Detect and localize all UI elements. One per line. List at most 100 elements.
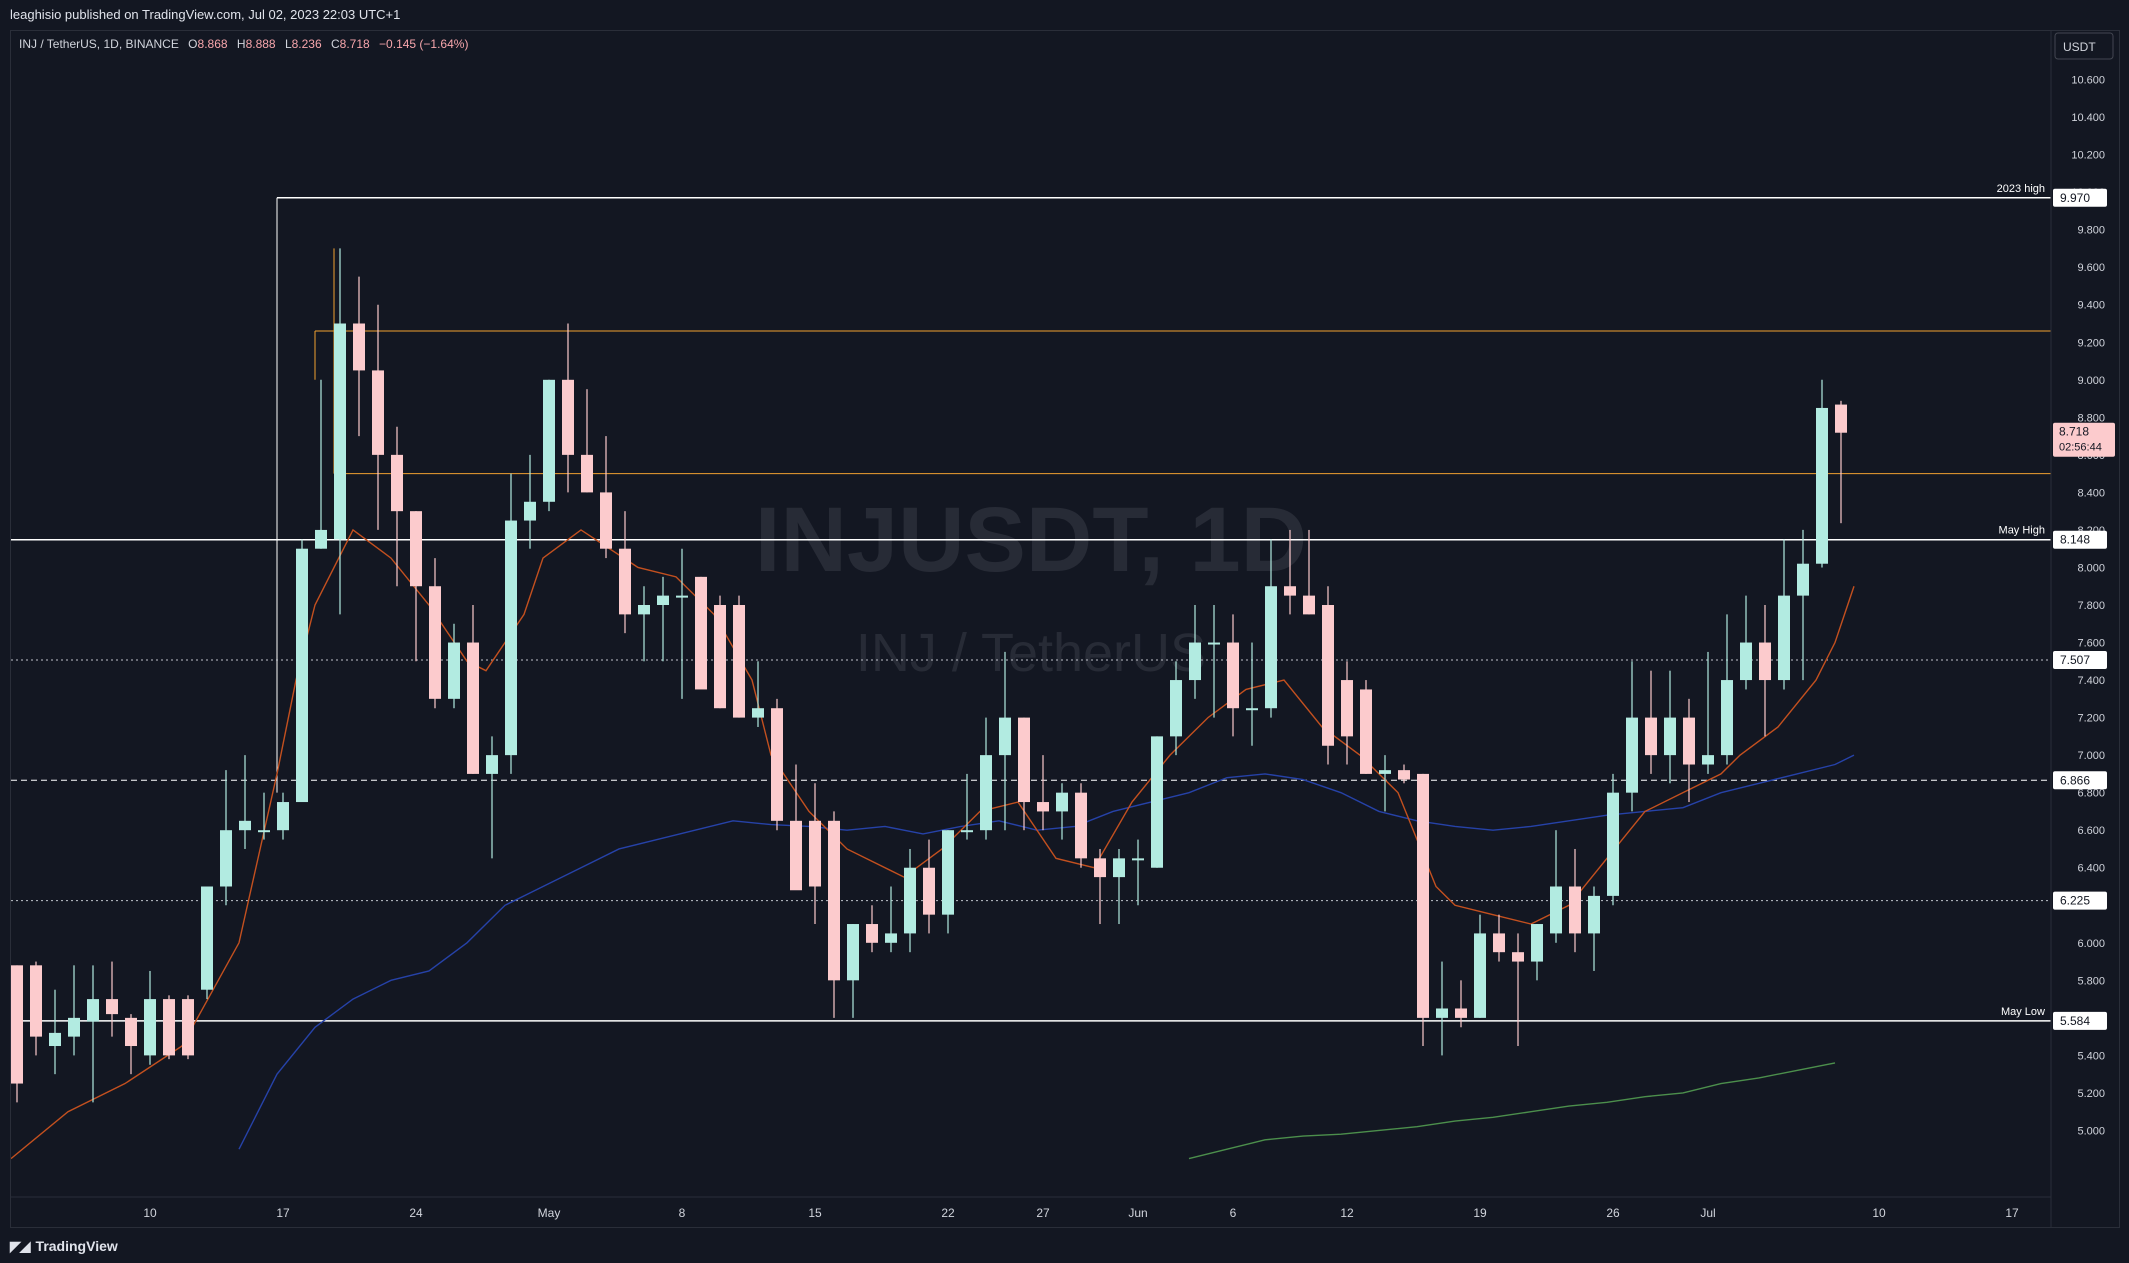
time-tick-label: 8 — [679, 1206, 686, 1220]
candle-body — [315, 529, 327, 549]
level-label: 2023 high — [1997, 183, 2045, 195]
candle — [1588, 886, 1600, 971]
candle-body — [1151, 736, 1163, 868]
candle — [543, 379, 555, 512]
time-tick-label: 27 — [1036, 1206, 1050, 1220]
candle-body — [923, 867, 935, 915]
level-label: May High — [1999, 525, 2045, 537]
time-tick-label: Jul — [1700, 1206, 1715, 1220]
candle — [277, 792, 289, 840]
level-tag-value: 6.225 — [2060, 894, 2090, 908]
last-price-value: 8.718 — [2059, 425, 2089, 439]
price-tick-label: 8.800 — [2077, 412, 2105, 424]
price-tick-label: 5.400 — [2077, 1050, 2105, 1062]
time-tick-label: 12 — [1340, 1206, 1354, 1220]
candle-body — [695, 576, 707, 690]
candle — [1759, 605, 1771, 737]
candle — [1607, 773, 1619, 906]
legend-line: INJ / TetherUS, 1D, BINANCE O8.868 H8.88… — [19, 37, 468, 51]
candle-body — [942, 830, 954, 915]
candle — [904, 848, 916, 953]
time-tick-label: May — [538, 1206, 561, 1220]
watermark-sub: INJ / TetherUS — [856, 623, 1206, 683]
candle — [410, 511, 422, 662]
candle — [1569, 848, 1581, 953]
candle-body — [562, 379, 574, 455]
candle-body — [1208, 642, 1220, 645]
candle-body — [486, 755, 498, 774]
last-price-tag-bg — [2053, 422, 2115, 457]
time-axis[interactable]: 10 17 24 May 8 15 22 27 Jun 6 12 19 26 Jul 10 17 — [143, 1206, 2019, 1220]
candle-body — [619, 548, 631, 615]
last-price-tag: 8.718 02:56:44 — [2053, 422, 2115, 457]
time-tick-label: 6 — [1230, 1206, 1237, 1220]
candle-body — [752, 708, 764, 718]
candle-body — [1170, 680, 1182, 737]
level-tag-bg — [2053, 1011, 2107, 1030]
candle — [695, 576, 707, 690]
price-tick-label: 5.800 — [2077, 975, 2105, 987]
candle — [1816, 379, 1828, 568]
candle-body — [1626, 717, 1638, 793]
candle — [1227, 614, 1239, 737]
publish-header: leaghisio published on TradingView.com, … — [0, 0, 2129, 30]
candle-body — [543, 379, 555, 502]
candle — [942, 830, 954, 934]
bar-countdown: 02:56:44 — [2059, 442, 2102, 454]
candle — [1341, 661, 1353, 765]
candle-body — [163, 999, 175, 1056]
level-tags: 9.970 8.148 7.507 6.866 6.225 5.584 — [2053, 188, 2107, 1030]
price-tick-label: 9.800 — [2077, 225, 2105, 237]
price-tick-label: 10.600 — [2071, 75, 2105, 87]
price-tick-label: 9.400 — [2077, 300, 2105, 312]
candle — [1664, 670, 1676, 784]
candle-body — [1702, 755, 1714, 765]
price-tick-label: 9.600 — [2077, 262, 2105, 274]
ohlc-legend: INJ / TetherUS, 1D, BINANCE O8.868 H8.88… — [19, 37, 468, 51]
candle-body — [1645, 717, 1657, 756]
time-tick-label: 26 — [1606, 1206, 1620, 1220]
candle — [467, 605, 479, 774]
candle-body — [581, 454, 593, 493]
sma-mid-line — [238, 754, 1855, 1150]
legend-close-label: C — [331, 37, 340, 51]
candle-body — [1759, 642, 1771, 681]
candle — [49, 989, 61, 1075]
candle — [999, 651, 1011, 831]
candle-body — [505, 520, 517, 756]
candle-body — [1056, 792, 1068, 812]
candle-body — [1550, 886, 1562, 934]
candle — [771, 698, 783, 831]
level-tag-value: 7.507 — [2060, 653, 2090, 667]
candle — [1360, 680, 1372, 774]
legend-low-label: L — [285, 37, 292, 51]
candle — [296, 539, 308, 803]
candle-body — [1379, 770, 1391, 774]
legend-high-label: H — [237, 37, 246, 51]
candle — [619, 511, 631, 634]
price-tick-label: 8.400 — [2077, 487, 2105, 499]
candle — [809, 783, 821, 925]
candle-body — [1284, 586, 1296, 596]
candle-body — [1094, 858, 1106, 878]
candle-body — [182, 999, 194, 1056]
time-tick-label: 22 — [941, 1206, 955, 1220]
candle — [1417, 773, 1429, 1047]
currency-button[interactable]: USDT — [2054, 32, 2114, 60]
chart-pane[interactable]: INJUSDT, 1D INJ / TetherUS 2023 high May … — [10, 30, 2120, 1228]
candle — [258, 792, 270, 840]
candle-body — [961, 830, 973, 833]
price-tick-label: 7.600 — [2077, 638, 2105, 650]
candle — [1303, 529, 1315, 615]
time-tick-label: Jun — [1128, 1206, 1147, 1220]
candlestick-chart[interactable]: INJUSDT, 1D INJ / TetherUS 2023 highMay … — [11, 31, 2119, 1227]
tradingview-logo[interactable]: ◤◢ TradingView — [10, 1238, 118, 1255]
time-tick-label: 10 — [143, 1206, 157, 1220]
candle-body — [1797, 563, 1809, 596]
candle — [733, 595, 745, 718]
price-tick-label: 10.400 — [2071, 112, 2105, 124]
candle — [562, 323, 574, 493]
candle-body — [30, 965, 42, 1037]
candle — [1284, 529, 1296, 615]
candle — [1474, 914, 1486, 1018]
